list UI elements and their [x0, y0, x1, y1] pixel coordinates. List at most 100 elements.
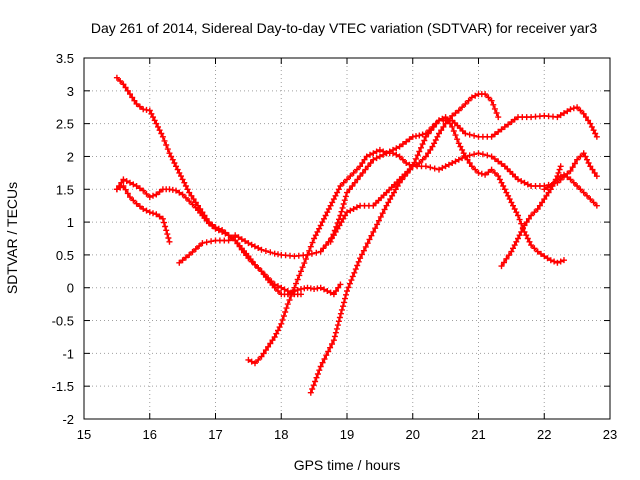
data-point: [381, 206, 388, 213]
data-point: [258, 268, 265, 275]
data-point: [521, 179, 528, 186]
data-point: [248, 358, 255, 365]
data-point: [188, 192, 195, 199]
data-point: [534, 248, 541, 255]
data-point: [113, 74, 120, 81]
data-point: [166, 150, 173, 157]
data-point: [518, 220, 525, 227]
data-point: [337, 281, 344, 288]
data-point: [176, 259, 183, 266]
data-point: [567, 106, 574, 113]
data-point: [357, 255, 364, 262]
data-point: [347, 207, 354, 214]
tick-layer: 15 16 17 18 19 20 21 22 23 -2 -1.5 -1 -0.5 0 0.5 1 1.5 2 2…: [52, 51, 618, 442]
data-point: [298, 268, 304, 275]
data-point: [482, 171, 489, 178]
data-point: [511, 116, 518, 123]
data-point: [543, 192, 550, 199]
data-point: [584, 192, 590, 199]
y-tick-label: 2.5: [56, 117, 74, 132]
data-point: [389, 192, 396, 199]
x-tick-label: 21: [471, 427, 485, 442]
data-point: [462, 153, 469, 160]
data-point: [376, 153, 383, 160]
data-point: [580, 189, 587, 196]
data-point: [557, 174, 564, 181]
data-point: [133, 200, 140, 207]
data-point: [248, 241, 255, 248]
data-point: [554, 176, 561, 183]
data-point: [140, 187, 147, 194]
data-point: [133, 100, 140, 107]
data-point: [317, 363, 324, 370]
data-point: [406, 136, 413, 143]
data-point: [386, 148, 393, 155]
data-point: [238, 236, 245, 243]
data-point: [555, 169, 562, 176]
x-axis-label: GPS time / hours: [294, 457, 401, 473]
data-point: [153, 211, 160, 218]
data-point: [582, 153, 589, 160]
data-point: [340, 303, 346, 310]
data-point: [439, 164, 446, 171]
data-point: [368, 232, 375, 239]
data-point: [186, 198, 193, 205]
y-axis-label: SDTVAR / TECUs: [4, 182, 20, 294]
data-point: [508, 119, 515, 125]
data-point: [232, 232, 239, 239]
data-point: [418, 144, 424, 151]
data-point: [120, 81, 127, 88]
data-point: [352, 266, 359, 273]
data-point: [182, 194, 189, 201]
y-tick-label: 1: [67, 215, 74, 230]
data-point: [338, 306, 345, 313]
data-point: [150, 192, 156, 199]
data-point: [355, 258, 362, 265]
data-point: [541, 186, 548, 193]
data-point: [222, 229, 229, 236]
data-point: [593, 173, 600, 180]
data-point: [282, 309, 289, 315]
data-point: [186, 251, 193, 258]
series-track-b: [113, 74, 304, 298]
data-point: [161, 219, 167, 226]
data-point: [434, 133, 441, 140]
data-point: [528, 212, 535, 219]
data-point: [551, 258, 558, 265]
data-point: [311, 235, 318, 242]
data-point: [567, 176, 574, 183]
data-point: [325, 348, 332, 355]
data-point: [159, 215, 166, 222]
x-tick-label: 17: [208, 427, 222, 442]
data-point: [564, 174, 571, 181]
data-point: [404, 169, 411, 176]
data-point: [528, 242, 535, 249]
data-point: [341, 299, 347, 306]
data-point: [373, 148, 380, 155]
data-point: [113, 186, 120, 193]
data-point: [513, 238, 520, 245]
data-point: [399, 141, 406, 148]
data-point: [182, 254, 189, 261]
data-point: [516, 216, 523, 223]
data-point: [296, 272, 303, 279]
data-point: [129, 94, 136, 101]
data-point: [547, 183, 554, 189]
data-point: [117, 78, 124, 84]
data-point: [127, 194, 133, 201]
data-point: [510, 202, 516, 209]
data-point: [518, 178, 525, 185]
data-point: [314, 371, 321, 377]
data-point: [189, 201, 196, 208]
data-point: [122, 186, 129, 193]
data-point: [140, 106, 147, 113]
data-point: [276, 324, 283, 331]
data-point: [171, 160, 178, 166]
y-tick-label: -1: [62, 346, 74, 361]
data-point: [501, 259, 507, 266]
data-point: [278, 284, 285, 291]
data-point: [325, 206, 332, 212]
data-point: [312, 378, 319, 385]
data-point: [531, 245, 538, 252]
data-point: [156, 188, 163, 195]
